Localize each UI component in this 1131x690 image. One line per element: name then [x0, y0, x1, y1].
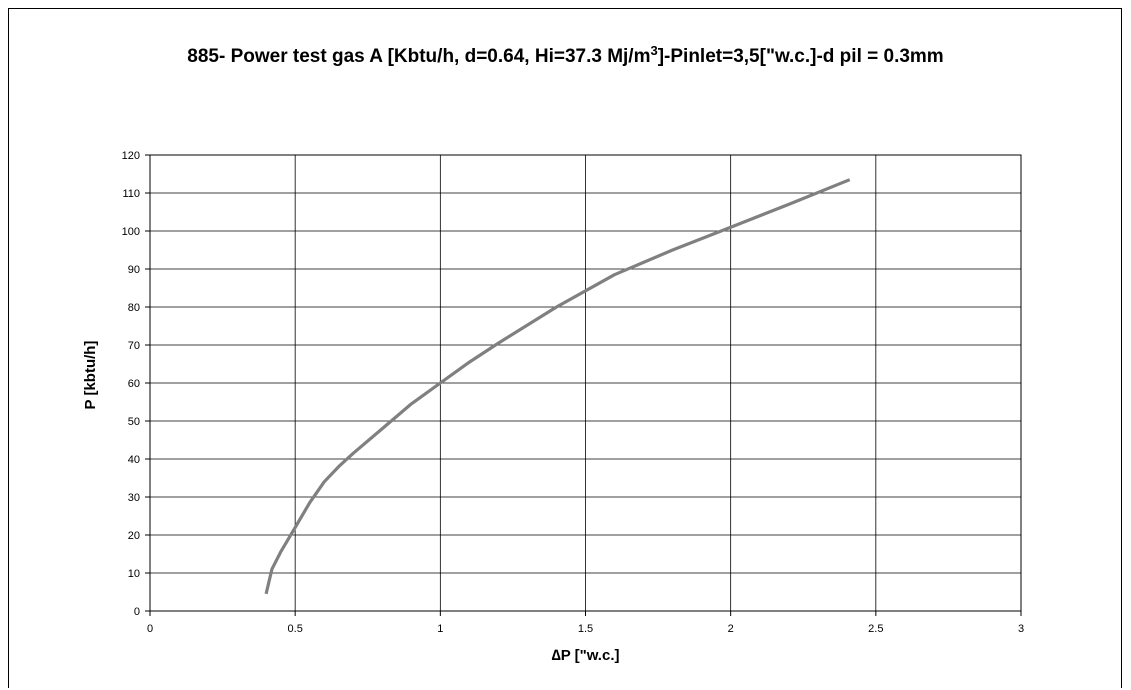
y-tick-label: 80: [128, 302, 140, 314]
y-tick-label: 110: [122, 188, 140, 200]
y-tick-label: 40: [128, 454, 140, 466]
x-tick-label: 2: [728, 623, 734, 635]
y-tick-label: 0: [134, 606, 140, 618]
y-tick-label: 120: [122, 150, 140, 162]
series-layer: [264, 178, 851, 595]
axis-ticks: 0 0.5 1 1.5 2 2.5 3010203040506070809010011012…: [122, 150, 1024, 635]
y-axis-label: P [kbtu/h]: [82, 341, 99, 410]
x-tick-label: 1: [437, 623, 443, 635]
x-tick-label: 0: [147, 623, 153, 635]
chart-title-suffix: ]-Pinlet=3,5["w.c.]-d pil = 0.3mm: [657, 46, 944, 67]
y-tick-label: 20: [128, 530, 140, 542]
y-tick-label: 10: [128, 568, 140, 580]
chart-title-superscript: 3: [650, 43, 658, 58]
y-tick-label: 50: [128, 416, 140, 428]
x-tick-label: 3: [1018, 623, 1024, 635]
x-tick-label: 0.5: [288, 623, 303, 635]
x-axis-label: ∆P ["w.c.]: [552, 647, 620, 664]
grid-lines: [149, 154, 1022, 612]
y-tick-label: 70: [128, 340, 140, 352]
y-tick-label: 100: [122, 226, 140, 238]
y-tick-label: 90: [128, 264, 140, 276]
y-tick-label: 30: [128, 492, 140, 504]
chart-frame: [8, 8, 1122, 688]
x-tick-label: 2.5: [868, 623, 883, 635]
chart-title-main: 885- Power test gas A [Kbtu/h, d=0.64, H…: [187, 46, 651, 67]
x-tick-label: 1.5: [578, 623, 593, 635]
chart-title: 885- Power test gas A [Kbtu/h, d=0.64, H…: [0, 43, 1131, 68]
series-line-0: [264, 178, 851, 595]
y-tick-label: 60: [128, 378, 140, 390]
